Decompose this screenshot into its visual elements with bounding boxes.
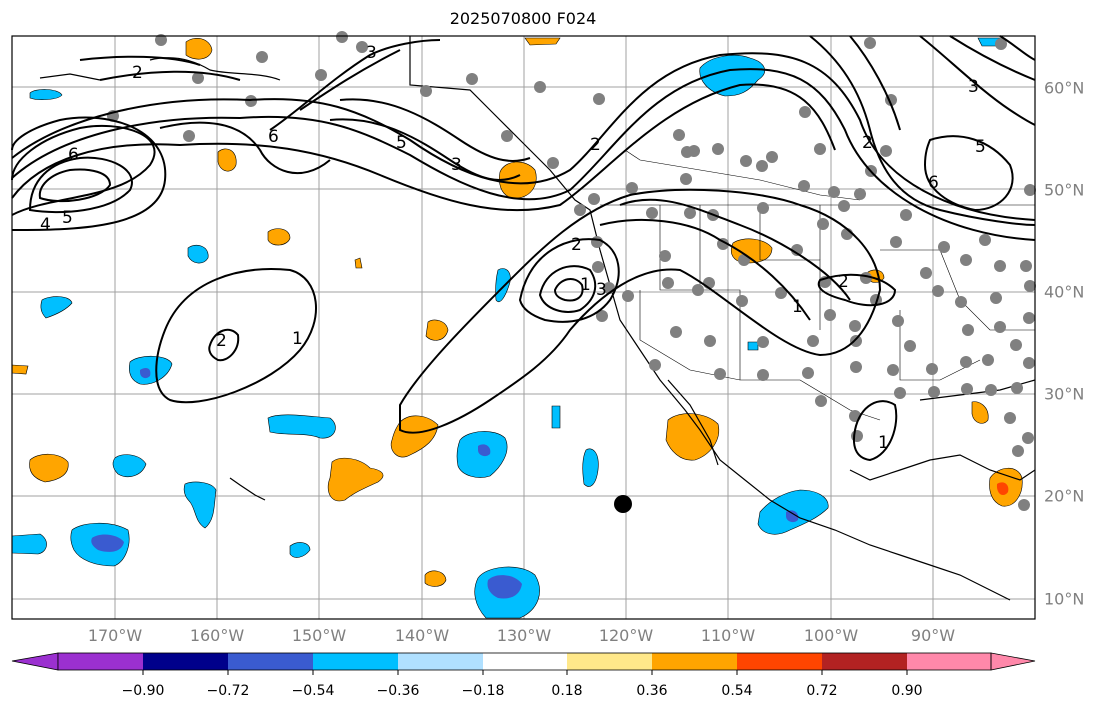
svg-text:3: 3 — [596, 280, 607, 300]
svg-text:1: 1 — [878, 433, 889, 453]
colorbar-tick-label: 0.36 — [636, 683, 668, 699]
map-frame — [11, 35, 1036, 620]
colorbar-frame — [57, 652, 992, 671]
colorbar-bin-3 — [313, 653, 398, 670]
colorbar-tick-label: −0.72 — [206, 683, 250, 699]
lon-label: 160°W — [189, 626, 245, 645]
colorbar-bin-8 — [737, 653, 822, 670]
svg-text:2: 2 — [132, 63, 143, 83]
svg-text:2: 2 — [571, 235, 582, 255]
svg-text:3: 3 — [451, 155, 462, 175]
svg-text:2: 2 — [838, 272, 849, 292]
colorbar-tick-label: −0.18 — [461, 683, 505, 699]
svg-text:2: 2 — [216, 331, 227, 351]
lon-label: 100°W — [803, 626, 859, 645]
colorbar-tick-label: −0.90 — [121, 683, 165, 699]
colorbar-bin-7 — [652, 653, 737, 670]
colorbar-bin-4 — [398, 653, 483, 670]
contour-lines — [11, 35, 1036, 462]
graticule — [12, 36, 1035, 619]
lon-label: 130°W — [496, 626, 552, 645]
colorbar-under — [11, 652, 59, 671]
colorbar-bin-9 — [822, 653, 907, 670]
colorbar-tick-label: −0.36 — [376, 683, 420, 699]
marker-dot — [614, 495, 632, 513]
colorbar-tick-label: 0.54 — [721, 683, 753, 699]
colorbar-bin-10 — [907, 653, 991, 670]
negative-anomaly-areas — [11, 37, 1001, 619]
svg-text:2: 2 — [590, 135, 601, 155]
strong-negative-areas — [91, 368, 799, 599]
colorbar-bin-5 — [483, 653, 567, 670]
lon-label: 110°W — [700, 626, 756, 645]
positive-anomaly-areas — [11, 37, 1023, 587]
svg-text:4: 4 — [40, 215, 51, 235]
svg-text:1: 1 — [292, 329, 303, 349]
svg-text:5: 5 — [396, 133, 407, 153]
svg-text:6: 6 — [928, 173, 939, 193]
colorbar — [11, 652, 1036, 675]
svg-text:5: 5 — [62, 208, 73, 228]
svg-text:6: 6 — [68, 145, 79, 165]
colorbar-over — [990, 652, 1036, 671]
strong-anomaly — [996, 482, 1009, 496]
lat-label: 40°N — [1044, 282, 1085, 302]
colorbar-tick-label: 0.18 — [551, 683, 583, 699]
station-markers — [107, 31, 1036, 511]
lat-label: 30°N — [1044, 384, 1085, 404]
lon-label: 150°W — [291, 626, 347, 645]
lat-label: 50°N — [1044, 180, 1085, 200]
lon-label: 170°W — [87, 626, 143, 645]
colorbar-tick-label: 0.90 — [891, 683, 923, 699]
svg-text:2: 2 — [862, 133, 873, 153]
svg-text:3: 3 — [968, 77, 979, 97]
lat-label: 10°N — [1044, 589, 1085, 609]
colorbar-tick-label: 0.72 — [806, 683, 838, 699]
svg-text:1: 1 — [580, 275, 591, 295]
colorbar-bin-2 — [228, 653, 313, 670]
coastlines — [39, 36, 1036, 601]
colorbar-bin-6 — [567, 653, 652, 670]
colorbar-tick-label: −0.54 — [291, 683, 335, 699]
lat-label: 60°N — [1044, 78, 1085, 98]
svg-text:6: 6 — [268, 127, 279, 147]
lon-label: 140°W — [394, 626, 450, 645]
svg-text:5: 5 — [975, 137, 986, 157]
lat-label: 20°N — [1044, 486, 1085, 506]
colorbar-bin-1 — [143, 653, 228, 670]
svg-text:3: 3 — [366, 43, 377, 63]
lon-label: 120°W — [598, 626, 654, 645]
contour-labels: 2 3 6 5 4 5 6 3 2 1 2 3 1 2 1 1 6 5 2 3 … — [40, 43, 986, 453]
colorbar-bin-0 — [58, 653, 143, 670]
svg-text:1: 1 — [792, 297, 803, 317]
lon-label: 90°W — [910, 626, 956, 645]
map-title: 2025070800 F024 — [449, 9, 597, 28]
